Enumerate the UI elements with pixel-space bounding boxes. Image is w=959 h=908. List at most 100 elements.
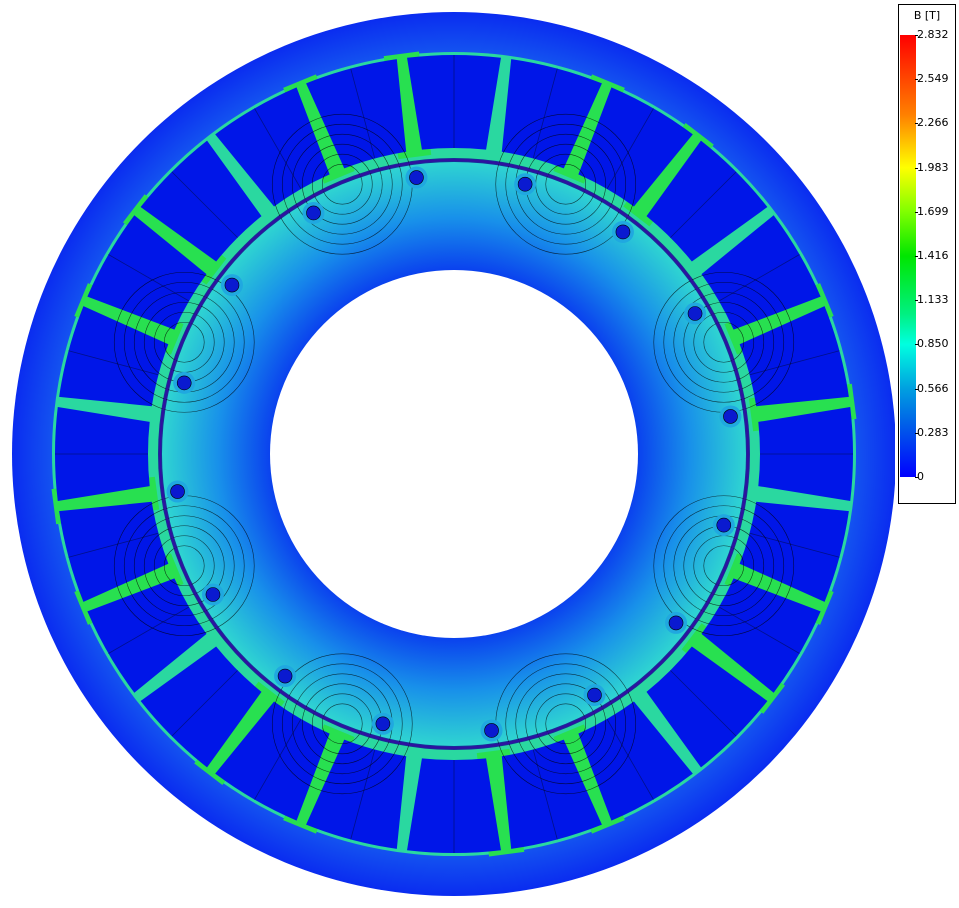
stator-slot (306, 59, 407, 169)
flux-line (693, 311, 755, 373)
slot-divider (749, 350, 840, 376)
legend-tick: 0.850 (915, 337, 949, 351)
flux-line (653, 495, 795, 637)
flux-line (545, 163, 587, 205)
stator-slot (739, 501, 849, 602)
flux-line (321, 163, 363, 205)
stator-tooth (681, 623, 786, 714)
rotor-bolt (615, 224, 631, 240)
colorbar (900, 35, 916, 477)
flux-line (281, 663, 403, 785)
rotor-bolt (517, 176, 533, 192)
flux-line (673, 291, 775, 393)
shaft-hole (270, 270, 638, 638)
legend-tick: 1.983 (915, 160, 949, 174)
rotor-bolt (409, 170, 424, 185)
stator-tooth (122, 194, 227, 285)
flux-line (123, 505, 245, 627)
flux-line (133, 515, 235, 617)
stator-slot (215, 701, 330, 821)
stator-slot (739, 306, 849, 407)
flux-lines (113, 113, 795, 795)
rotor-bolt (205, 587, 221, 602)
flux-line (545, 703, 587, 745)
slot-divider (606, 718, 654, 800)
slot-divider (532, 68, 558, 159)
legend-tick: 1.699 (915, 204, 949, 218)
rotor-bolt (375, 716, 391, 732)
flux-line (515, 673, 617, 775)
stator-slot (578, 87, 693, 207)
flux-line (271, 653, 413, 795)
rotor-bolt (224, 277, 240, 293)
flux-line (123, 281, 245, 403)
flux-line (703, 321, 745, 363)
stator-slot (87, 215, 207, 330)
rotor-bolt (716, 517, 732, 533)
flux-line (113, 271, 255, 413)
stator-slot (87, 578, 207, 693)
stator-slot (59, 306, 169, 407)
colorbar-legend: B [T] 2.832 2.549 2.266 1.983 1.699 1.416 1.13… (898, 4, 956, 504)
rotor-rim (159, 159, 749, 749)
rotor-bolt (484, 723, 499, 738)
slot-divider (532, 749, 558, 840)
field-plot (12, 12, 895, 896)
legend-title: B [T] (913, 9, 941, 22)
flux-line (311, 153, 373, 215)
flux-line (163, 545, 205, 587)
slot-divider (350, 749, 376, 840)
legend-tick: 0.566 (915, 381, 949, 395)
flux-line (663, 505, 785, 627)
slot-divider (670, 171, 737, 238)
stator-tooth (623, 122, 714, 227)
slot-divider (718, 606, 800, 654)
stator-slot (501, 59, 602, 169)
flux-line (281, 123, 403, 245)
flux-line (525, 683, 607, 765)
slot-divider (749, 532, 840, 558)
flux-line (703, 545, 745, 587)
slot-divider (670, 670, 737, 737)
slot-divider (606, 108, 654, 190)
rotor-bolt (277, 668, 293, 684)
flux-line (143, 525, 225, 607)
flux-line (495, 113, 637, 255)
stator-slots (55, 55, 853, 853)
slot-divider (718, 254, 800, 302)
flux-line (291, 133, 393, 235)
rotor-bolt (723, 409, 738, 424)
rotor-bolt (176, 375, 192, 391)
rotor-bolt (306, 205, 321, 221)
stator-slot (306, 739, 407, 849)
legend-tick: 1.416 (915, 249, 949, 262)
legend-tick: 2.832 (915, 28, 949, 41)
legend-tick: 2.549 (915, 72, 949, 86)
rotor-bolt (687, 306, 703, 321)
slot-divider (254, 108, 302, 190)
flux-line (535, 693, 597, 755)
rotor-bolt (170, 484, 185, 499)
slot-divider (171, 171, 238, 238)
stator-slot (701, 215, 821, 330)
slot-divider (171, 670, 238, 737)
slot-divider (108, 254, 190, 302)
flux-line (683, 301, 765, 383)
rotor-bolt (587, 687, 602, 703)
rotor-bolts (166, 166, 742, 742)
stator-slot (578, 701, 693, 821)
flux-line (505, 663, 627, 785)
stator-slot (59, 501, 169, 602)
slot-divider (68, 532, 159, 558)
stator-slot (701, 578, 821, 693)
slot-divider (108, 606, 190, 654)
flux-line (163, 321, 205, 363)
legend-tick: 2.266 (915, 116, 949, 130)
slot-divider (254, 718, 302, 800)
legend-tick: 1.133 (915, 293, 949, 307)
slot-divider (350, 68, 376, 159)
flux-line (153, 535, 215, 597)
stator-slot (215, 87, 330, 207)
flux-line (663, 281, 785, 403)
flux-line (505, 123, 627, 245)
